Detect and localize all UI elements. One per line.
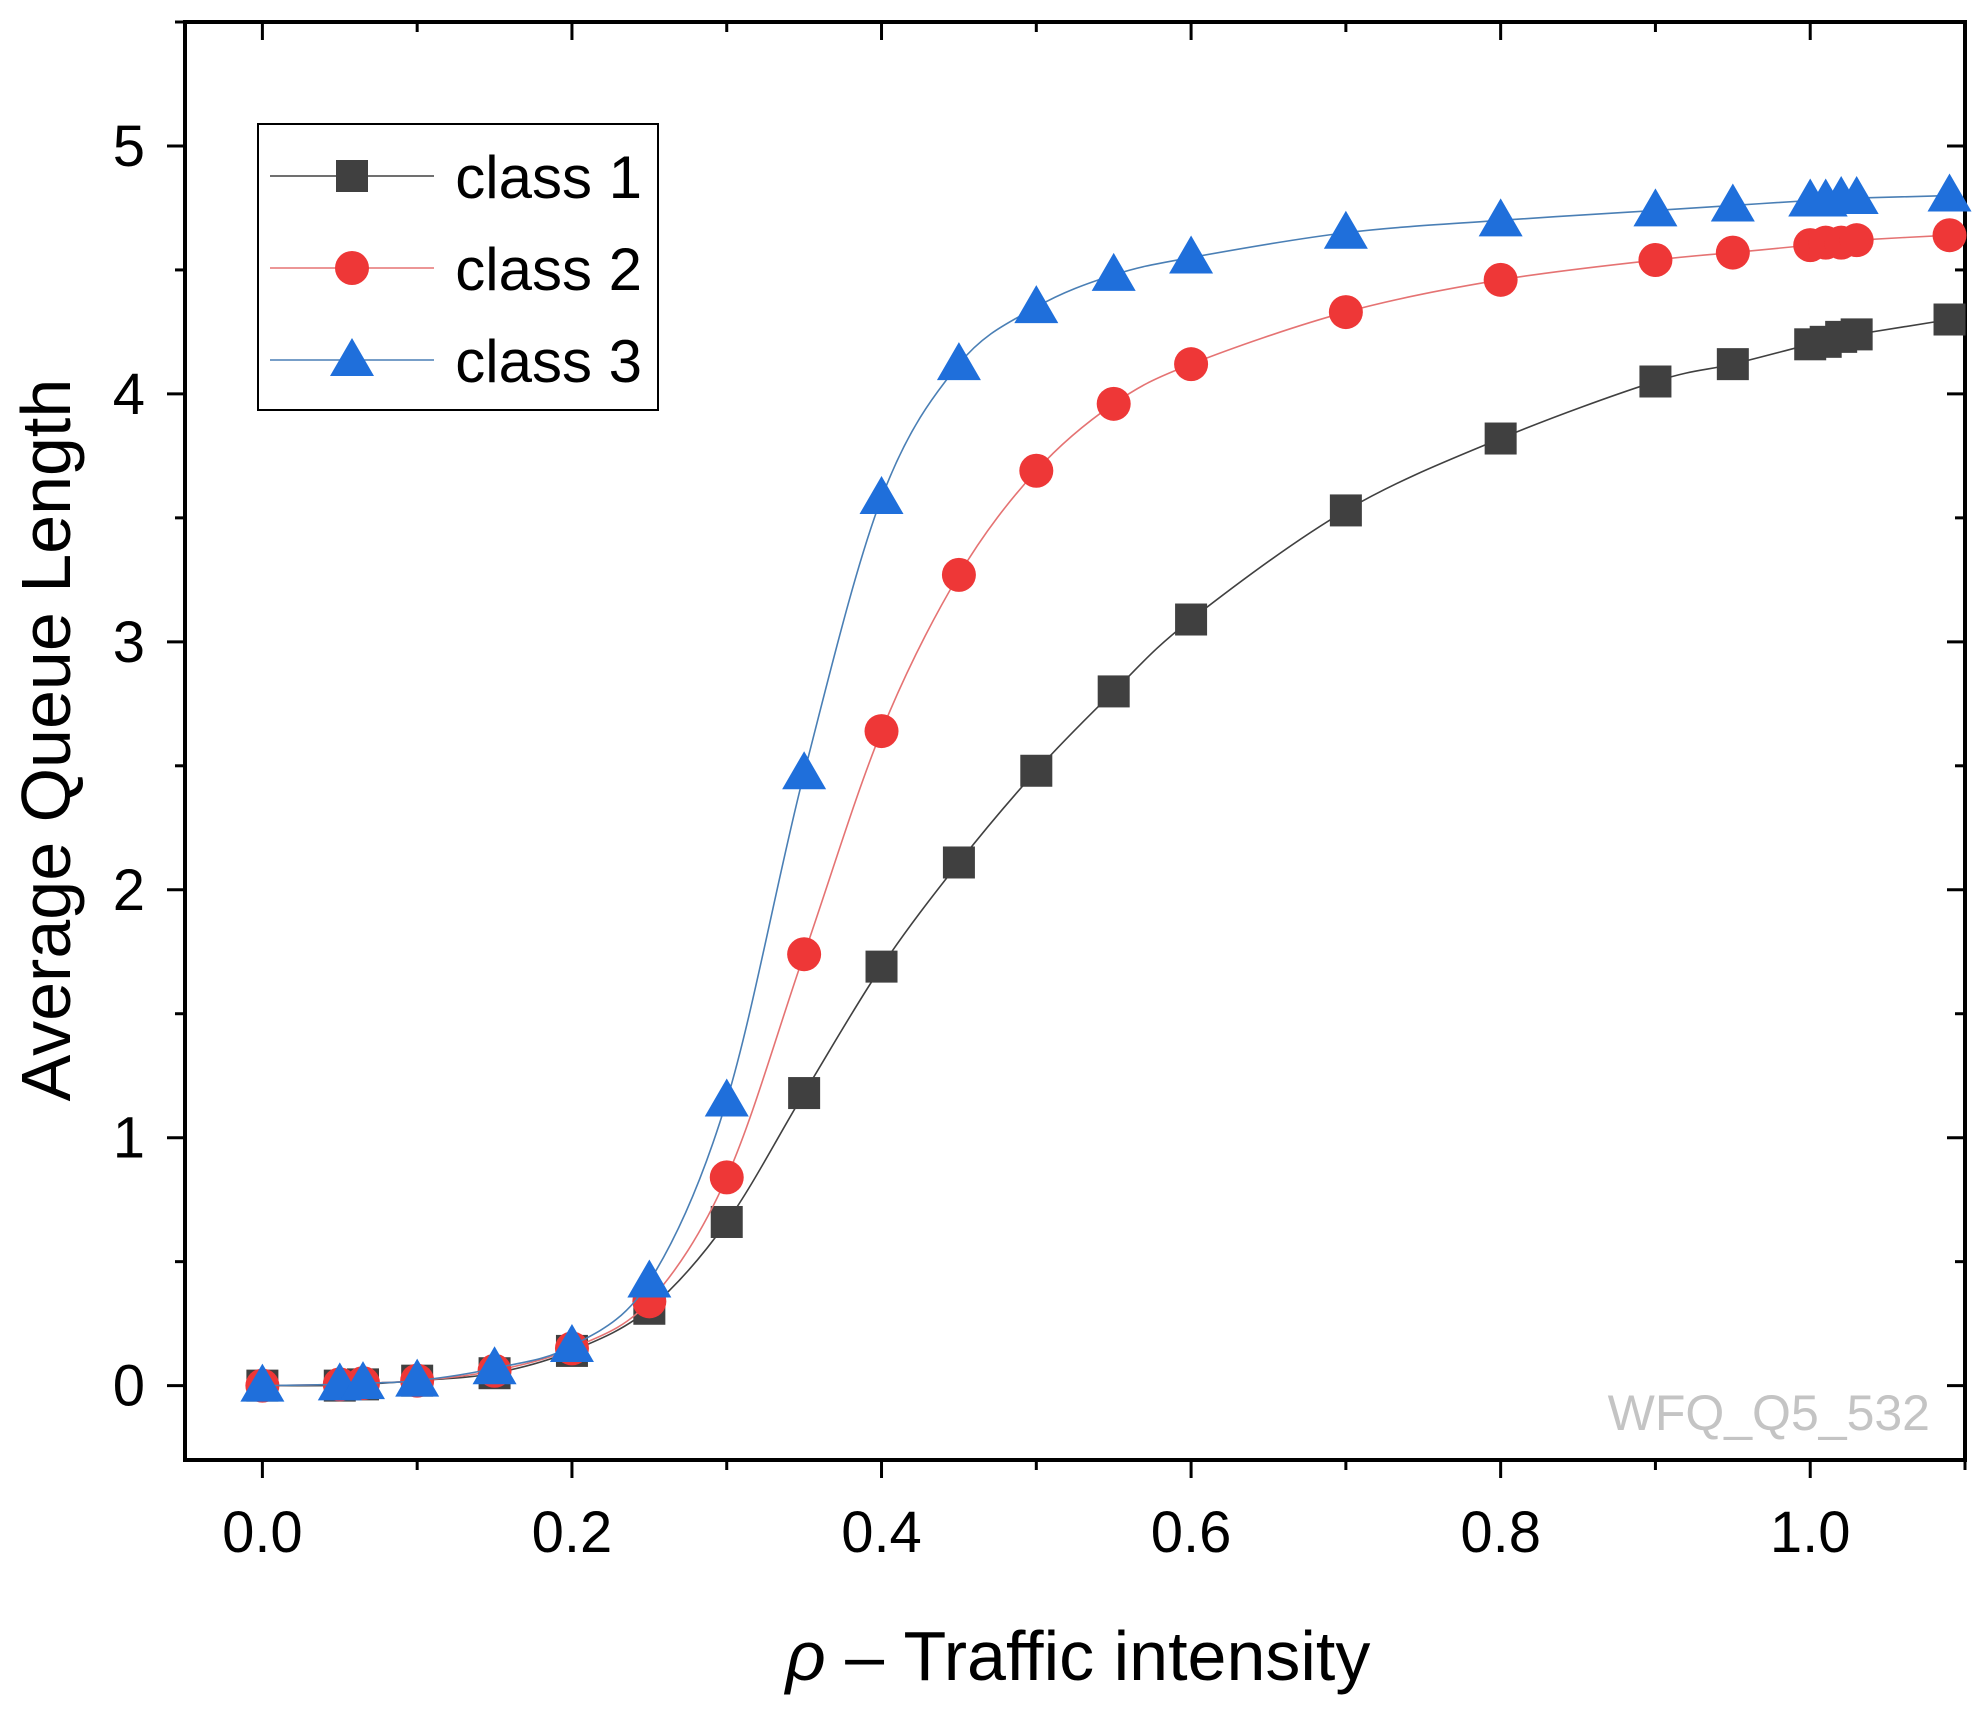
data-point (240, 1363, 285, 1402)
data-point (1710, 183, 1755, 222)
data-point (1323, 210, 1368, 249)
series-group (240, 173, 1972, 1403)
data-point (1839, 223, 1874, 258)
data-point (1483, 262, 1518, 297)
data-point (341, 1361, 385, 1400)
data-point (936, 342, 981, 381)
data-point (864, 714, 899, 749)
legend-box (257, 123, 659, 411)
data-point (1927, 173, 1972, 212)
series-line (262, 234, 1950, 1387)
data-point (472, 1346, 517, 1385)
y-axis-title: Average Queue Length (7, 379, 85, 1102)
data-point (1715, 235, 1750, 270)
y-tick-label: 3 (113, 610, 145, 675)
y-tick-label: 1 (113, 1106, 145, 1171)
x-axis-title-symbol: ρ (784, 1617, 826, 1695)
legend-item: class 2 (270, 236, 642, 303)
data-point (709, 1160, 744, 1195)
data-point (1638, 243, 1673, 278)
x-tick-label: 0.8 (1460, 1500, 1541, 1565)
data-point (395, 1358, 440, 1397)
legend-item: class 1 (270, 144, 642, 211)
y-tick-label: 2 (113, 858, 145, 923)
y-tick-label: 4 (113, 362, 145, 427)
data-point (1020, 754, 1053, 787)
legend-label: class 1 (455, 144, 642, 211)
data-point (1175, 603, 1208, 636)
legend-marker (335, 251, 369, 285)
data-point (1932, 218, 1967, 253)
data-point (704, 1078, 749, 1117)
legend: class 1 class 2 class 3 (257, 123, 659, 411)
data-point (1174, 347, 1209, 382)
data-point (1096, 386, 1131, 421)
data-point (1091, 252, 1136, 291)
watermark: WFQ_Q5_532 (1608, 1385, 1930, 1441)
plot-frame (183, 20, 1967, 1462)
data-point (1478, 198, 1523, 237)
axis-ticks: 0.0 0.2 0.4 0.6 0.8 1.0 0 1 2 3 4 5 (113, 20, 1967, 1565)
data-point (1329, 494, 1362, 527)
y-tick-label: 5 (113, 114, 145, 179)
data-point (627, 1259, 672, 1298)
data-point (1834, 176, 1879, 215)
legend-marker (336, 160, 368, 192)
data-point (1019, 453, 1054, 488)
data-point (1639, 365, 1672, 398)
data-point (1716, 348, 1749, 381)
data-point (1840, 318, 1873, 351)
legend-item: class 3 (270, 328, 642, 395)
x-axis-title: ρ – Traffic intensity (784, 1617, 1371, 1695)
data-point (865, 950, 898, 983)
x-tick-label: 0.4 (841, 1500, 922, 1565)
y-tick-label: 0 (113, 1354, 145, 1419)
data-point (1933, 303, 1966, 336)
x-axis-title-text: – Traffic intensity (826, 1617, 1371, 1695)
legend-marker (330, 338, 374, 376)
data-point (787, 937, 822, 972)
series-line (262, 318, 1950, 1387)
x-tick-label: 0.6 (1151, 1500, 1232, 1565)
data-point (1484, 422, 1517, 455)
data-point (710, 1205, 743, 1238)
data-point (549, 1323, 594, 1362)
x-tick-label: 0.0 (222, 1500, 303, 1565)
legend-label: class 2 (455, 236, 642, 303)
data-point (788, 1077, 821, 1110)
data-point (1014, 285, 1059, 324)
data-point (941, 557, 976, 592)
series-line (262, 194, 1950, 1387)
data-point (782, 751, 827, 790)
series-class-3 (240, 173, 1972, 1402)
series-class-1 (246, 303, 1966, 1402)
data-point (1633, 188, 1678, 227)
data-point (1169, 235, 1214, 274)
data-point (1328, 295, 1363, 330)
legend-label: class 3 (455, 328, 642, 395)
x-tick-label: 0.2 (532, 1500, 613, 1565)
data-point (942, 846, 975, 879)
data-point (1097, 675, 1130, 708)
data-point (859, 476, 904, 515)
plot-area-border (183, 20, 1967, 1462)
x-tick-label: 1.0 (1770, 1500, 1851, 1565)
